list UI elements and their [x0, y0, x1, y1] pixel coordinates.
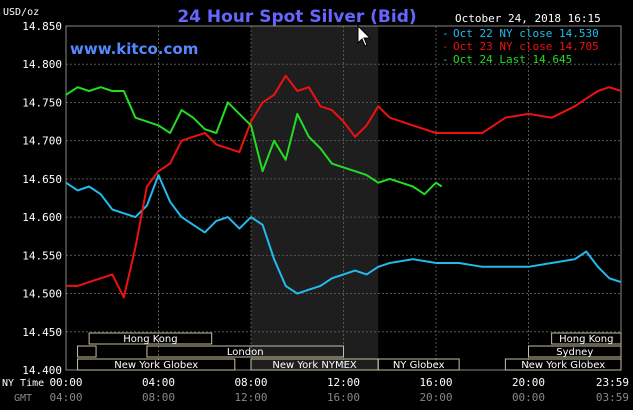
session-new-york-nymex-label: New York NYMEX	[272, 360, 357, 371]
session-sydney-label: Sydney	[556, 347, 593, 358]
session-new-york-globex-2-label: New York Globex	[521, 360, 605, 371]
session-ny-globex-box	[377, 358, 460, 371]
watermark-url: www.kitco.com	[70, 40, 198, 58]
x-tick-label-gmt: 00:00	[512, 391, 545, 404]
series-layer	[65, 74, 622, 299]
session-new-york-globex-2-box	[504, 358, 622, 371]
legend-marker-oct24: -	[442, 53, 449, 66]
session-hong-kong-2-label: Hong Kong	[559, 334, 613, 345]
y-tick-label: 14.700	[22, 135, 62, 148]
session-filler-box	[77, 345, 97, 358]
x-tick-label-ny: 23:59	[596, 376, 629, 389]
y-tick-label: 14.400	[22, 364, 62, 377]
y-tick-label: 14.750	[22, 96, 62, 109]
session-ny-globex-label: NY Globex	[393, 360, 445, 371]
y-tick-label: 14.800	[22, 58, 62, 71]
series-line-1	[66, 74, 622, 299]
session-hong-kong-1-label: Hong Kong	[123, 334, 177, 345]
ny-session-highlight	[251, 26, 379, 370]
x-tick-label-ny: 00:00	[49, 376, 82, 389]
session-sydney-box	[528, 345, 622, 358]
session-new-york-globex-1-box	[77, 358, 236, 371]
y-tick-label: 14.450	[22, 326, 62, 339]
legend-entry-oct22: Oct 22 NY close 14.530	[453, 27, 599, 40]
y-tick-label: 14.550	[22, 249, 62, 262]
session-london-label: London	[227, 347, 264, 358]
x-tick-label-ny: 04:00	[142, 376, 175, 389]
y-tick-label: 14.650	[22, 173, 62, 186]
legend-marker-oct22: -	[442, 27, 449, 40]
session-hong-kong-2-box	[551, 332, 622, 345]
chart-title: 24 Hour Spot Silver (Bid)	[177, 7, 416, 27]
legend-marker-oct23: -	[442, 40, 449, 53]
session-new-york-globex-1-label: New York Globex	[114, 360, 198, 371]
y-tick-label: 14.600	[22, 211, 62, 224]
x-tick-label-gmt: 20:00	[419, 391, 452, 404]
y-tick-label: 14.500	[22, 288, 62, 301]
y-axis-unit: USD/oz	[3, 7, 39, 18]
x-tick-label-ny: 20:00	[512, 376, 545, 389]
session-box-layer: Hong Kong Hong Kong London Sydney New York G…	[77, 332, 622, 371]
grid-layer	[65, 25, 622, 371]
x-tick-label-gmt: 12:00	[234, 391, 267, 404]
x-tick-label-gmt: 08:00	[142, 391, 175, 404]
series-line-2	[65, 86, 443, 196]
x-tick-label-ny: 12:00	[327, 376, 360, 389]
session-shade-layer	[251, 26, 379, 370]
legend: - Oct 22 NY close 14.530 - Oct 23 NY clo…	[442, 27, 599, 66]
timestamp: October 24, 2018 16:15	[455, 12, 601, 25]
session-hong-kong-1-box	[88, 332, 213, 345]
session-london-box	[146, 345, 344, 358]
legend-entry-oct23: Oct 23 NY close 14.705	[453, 40, 599, 53]
legend-entry-oct24: Oct 24 Last 14.645	[453, 53, 572, 66]
x-tick-label-gmt: 16:00	[327, 391, 360, 404]
mouse-cursor-icon	[357, 24, 372, 47]
gmt-label: GMT	[14, 393, 32, 404]
x-tick-label-gmt: 04:00	[49, 391, 82, 404]
tick-layer: 14.400 14.450 14.500 14.550 14.600 14.650 14.7…	[22, 20, 629, 404]
y-tick-label: 14.850	[22, 20, 62, 33]
x-tick-label-ny: 08:00	[234, 376, 267, 389]
x-tick-label-ny: 16:00	[419, 376, 452, 389]
ny-time-label: NY Time	[2, 378, 44, 389]
x-tick-label-gmt: 03:59	[596, 391, 629, 404]
